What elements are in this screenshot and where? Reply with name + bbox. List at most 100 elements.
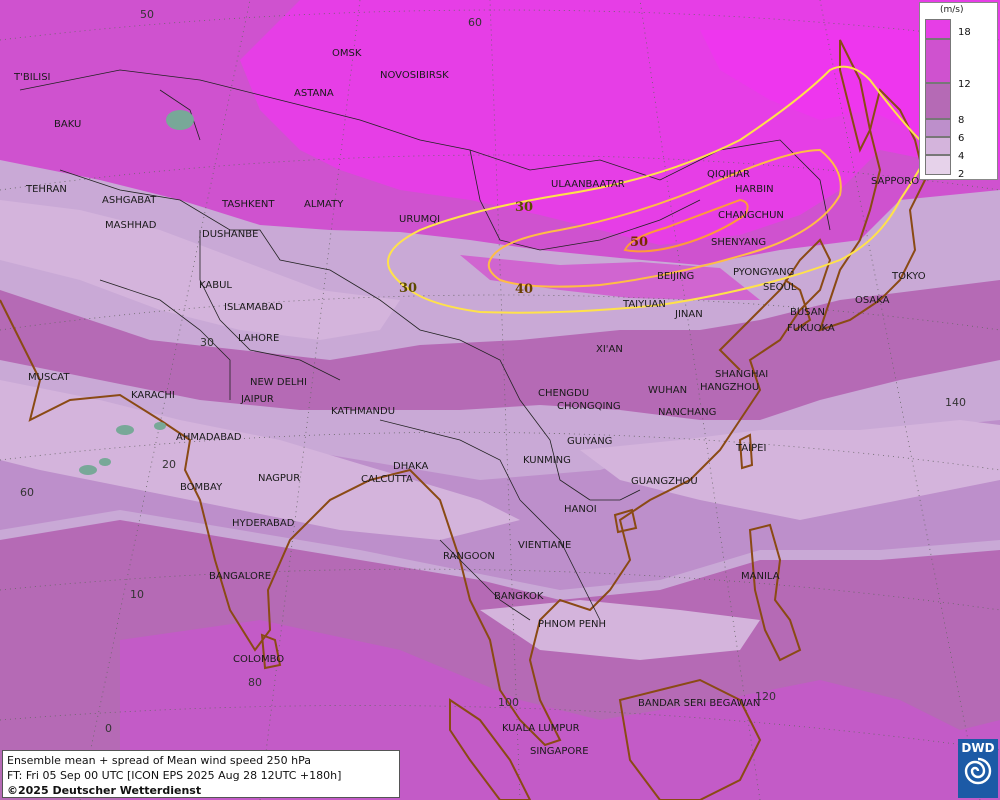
- city-rangoon: RANGOON: [443, 551, 495, 562]
- city-bangkok: BANGKOK: [494, 591, 544, 602]
- city-taipei: TAIPEI: [735, 443, 766, 454]
- legend-tick-2: 2: [958, 169, 965, 180]
- city-beijing: BEIJING: [657, 271, 694, 282]
- city-omsk: OMSK: [332, 48, 362, 59]
- city-ahmadabad: AHMADABAD: [176, 432, 242, 443]
- forecast-time: FT: Fri 05 Sep 00 UTC [ICON EPS 2025 Aug…: [7, 769, 342, 782]
- city-nagpur: NAGPUR: [258, 473, 300, 484]
- legend-tick-6: 6: [958, 133, 965, 144]
- city-singapore: SINGAPORE: [530, 746, 589, 757]
- coast-sumatra: [449, 698, 532, 800]
- legend-tick-12: 12: [958, 79, 971, 90]
- dwd-logo: DWD: [958, 739, 998, 798]
- city-mashhad: MASHHAD: [105, 220, 157, 231]
- city-almaty: ALMATY: [304, 199, 344, 210]
- city-jaipur: JAIPUR: [240, 394, 274, 405]
- city-guiyang: GUIYANG: [567, 436, 612, 447]
- city-calcutta: CALCUTTA: [361, 474, 413, 485]
- coast-hainan: [613, 508, 638, 534]
- coast-arabia-india: [0, 238, 832, 747]
- contour-label-50: 50: [630, 235, 648, 250]
- lat-label-0: 0: [105, 722, 112, 735]
- coast-taiwan: [738, 433, 754, 470]
- coast-japan: [818, 88, 927, 332]
- city-chengdu: CHENGDU: [538, 388, 589, 399]
- lat-line-50: [0, 9, 1000, 41]
- dwd-logo-text: DWD: [961, 741, 995, 755]
- lon-label-140: 140: [945, 396, 966, 409]
- city-hyderabad: HYDERABAD: [232, 518, 295, 529]
- map-title: Ensemble mean + spread of Mean wind spee…: [7, 754, 311, 767]
- city-dhaka: DHAKA: [393, 461, 428, 472]
- city-astana: ASTANA: [294, 88, 334, 99]
- coast-borneo: [618, 678, 762, 800]
- lon-line-100: [489, 0, 521, 800]
- city-changchun: CHANGCHUN: [718, 210, 784, 221]
- shade-4-b: [0, 380, 520, 540]
- lon-label-120: 120: [755, 690, 776, 703]
- coast-philippines: [748, 523, 802, 662]
- city-kathmandu: KATHMANDU: [331, 406, 395, 417]
- city-new-delhi: NEW DELHI: [250, 377, 307, 388]
- shade-8-a: [0, 280, 1000, 420]
- city-muscat: MUSCAT: [28, 372, 70, 383]
- city-islamabad: ISLAMABAD: [224, 302, 283, 313]
- legend-swatch-2: [925, 155, 951, 175]
- city-vientiane: VIENTIANE: [518, 540, 571, 551]
- lat-label-30: 30: [200, 336, 214, 349]
- lat-label-10: 10: [130, 588, 144, 601]
- grid-labels: 50 60 30 20 10 0 60 80 100 120 140: [20, 8, 966, 735]
- city-harbin: HARBIN: [735, 184, 774, 195]
- city-hanoi: HANOI: [564, 504, 597, 515]
- country-borders: [19, 69, 831, 621]
- coastlines: [0, 39, 927, 800]
- city-kunming: KUNMING: [523, 455, 571, 466]
- city-xian: XI'AN: [596, 344, 623, 355]
- city-taiyuan: TAIYUAN: [622, 299, 666, 310]
- contour-label-30-b: 30: [399, 281, 417, 296]
- map-info-box: Ensemble mean + spread of Mean wind spee…: [2, 750, 400, 798]
- city-pyongyang: PYONGYANG: [733, 267, 794, 278]
- city-busan: BUSAN: [790, 307, 825, 318]
- city-ashgabat: ASHGABAT: [102, 195, 157, 206]
- city-ulaanbaatar: ULAANBAATAR: [551, 179, 625, 190]
- shade-4-c: [580, 420, 1000, 520]
- swirl-icon: [964, 757, 992, 785]
- legend-swatch-6: [925, 119, 951, 137]
- city-phnom-penh: PHNOM PENH: [538, 619, 606, 630]
- city-tbilisi: T'BILISI: [13, 72, 50, 83]
- lat-line-10: [0, 568, 1000, 611]
- city-tehran: TEHRAN: [25, 184, 67, 195]
- city-bangalore: BANGALORE: [209, 571, 271, 582]
- city-bandar-seri-begawan: BANDAR SERI BEGAWAN: [638, 698, 760, 709]
- legend-swatch-4: [925, 137, 951, 155]
- city-sapporo: SAPPORO: [871, 176, 919, 187]
- lon-label-100: 100: [498, 696, 519, 709]
- lon-line-140: [819, 0, 981, 800]
- contour-50: [623, 198, 749, 253]
- copyright-text: ©2025 Deutscher Wetterdienst: [7, 784, 202, 797]
- city-urumqi: URUMQI: [399, 214, 440, 225]
- legend-swatch-12: [925, 39, 951, 83]
- city-fukuoka: FUKUOKA: [787, 323, 835, 334]
- city-nanchang: NANCHANG: [658, 407, 716, 418]
- legend-tick-18: 18: [958, 27, 971, 38]
- city-shenyang: SHENYANG: [711, 237, 766, 248]
- lat-label-50: 50: [140, 8, 154, 21]
- lon-label-60: 60: [20, 486, 34, 499]
- city-guangzhou: GUANGZHOU: [631, 476, 698, 487]
- lakes: [79, 110, 194, 475]
- city-hangzhou: HANGZHOU: [700, 382, 759, 393]
- city-labels: OMSK NOVOSIBIRSK T'BILISI ASTANA BAKU TE…: [13, 48, 926, 757]
- lat-line-0: [0, 705, 1000, 751]
- lat-label-60: 60: [468, 16, 482, 29]
- coast-sri-lanka: [260, 633, 282, 670]
- city-colombo: COLOMBO: [233, 654, 284, 665]
- city-qiqihar: QIQIHAR: [707, 169, 750, 180]
- city-kabul: KABUL: [199, 280, 232, 291]
- legend-swatch-8: [925, 83, 951, 119]
- lat-line-20: [0, 431, 1000, 471]
- city-tokyo: TOKYO: [891, 271, 926, 282]
